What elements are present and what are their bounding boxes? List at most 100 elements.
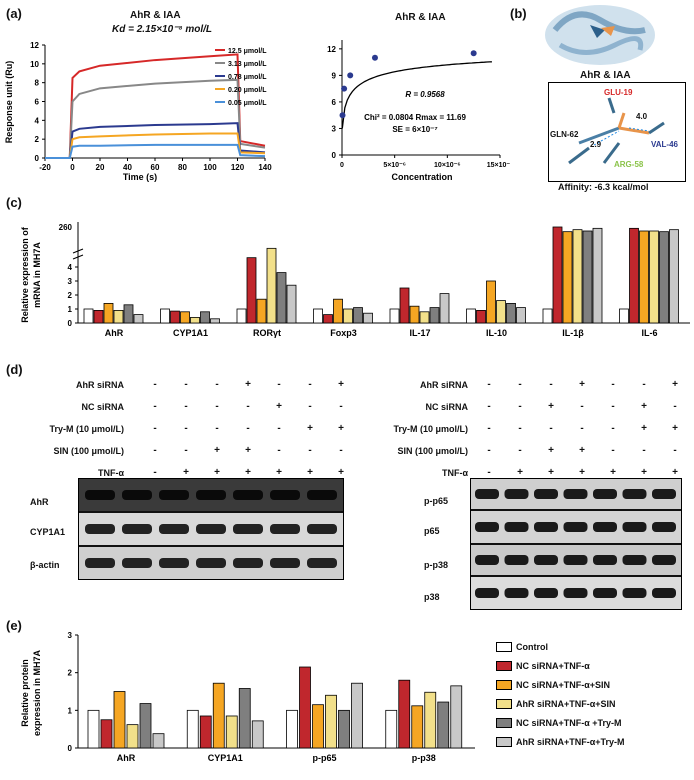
bar [286,284,297,324]
y-axis-label: mRNA in MH7A [32,242,42,308]
tick-label: 15×10⁻⁶ [487,162,510,169]
bar [152,733,165,749]
category-label: AhR [105,328,124,338]
y-axis-label: expression in MH7A [32,649,42,736]
bar [256,298,267,324]
blot-band [196,558,226,568]
spr-title: AhR & IAA [130,10,181,21]
bar [100,719,113,749]
data-point [470,50,477,57]
blot-band [159,490,189,500]
category-label: IL-1β [562,328,584,338]
bar [429,307,440,324]
bar [409,305,420,324]
legend-label: NC siRNA+TNF-α +Try-M [516,718,622,728]
legend-label: NC siRNA+TNF-α [516,661,590,671]
right-condition-label: NC siRNA [425,402,468,412]
legend-item: AhR siRNA+TNF-α+Try-M [496,737,625,747]
fit-se: SE = 6×10⁻⁷ [392,125,437,134]
bar [639,230,649,324]
tick-label: 10 [30,60,39,69]
bar [299,666,311,749]
left-sign: - [184,401,188,412]
legend-item: NC siRNA+TNF-α+SIN [496,680,610,690]
tick-label: 1 [68,305,73,314]
axis-break [72,248,84,254]
blot-band [233,524,263,534]
right-sign: - [487,379,491,390]
bar [199,715,212,749]
right-sign: - [518,445,522,456]
left-sign: - [153,401,157,412]
left-sign: - [184,445,188,456]
left-sign: + [338,423,344,434]
tick-label: 0 [35,154,40,163]
right-sign: + [641,423,647,434]
data-point [371,54,378,61]
legend-swatch [496,680,512,690]
bar [552,226,563,324]
blot-band [563,489,588,499]
y-tick-high: 260 [59,223,73,232]
blot-band [85,524,115,534]
tick-label: 8 [35,79,40,88]
tick-label: 60 [151,163,160,172]
blot-band [307,524,337,534]
spr-series-line [45,143,266,159]
right-sign: - [611,401,615,412]
blot-band [233,490,263,500]
tick-label: 0 [340,162,344,169]
protein-chart: 0 1 2 3 AhR CYP1A1 p-p65 p-p38 Relative protein e… [20,631,475,763]
bar [333,298,343,324]
bar [506,303,516,324]
left-sign: + [276,467,282,478]
bar [629,227,639,324]
bar [411,705,424,749]
blot-band-label: CYP1A1 [30,527,66,537]
right-sign: - [549,423,553,434]
right-condition-label: Try-M (10 μmol/L) [393,424,468,434]
tick-label: 100 [203,163,217,172]
blot-band-label: p-p38 [424,560,449,570]
blot-band [504,489,529,499]
legend-label: Control [516,642,548,652]
blot-band [622,489,647,499]
left-sign: + [338,379,344,390]
y-axis-label: Relative expression of [20,226,30,323]
x-axis-label: Concentration [391,172,452,182]
bar [582,230,593,324]
blot-band [652,522,676,532]
tick-label: -20 [39,163,51,172]
right-sign: - [518,423,522,434]
fit-r: R = 0.9568 [405,90,445,99]
blot-band [563,555,588,565]
bar [338,709,350,749]
right-sign: - [487,401,491,412]
right-sign: + [641,467,647,478]
right-sign: + [610,467,616,478]
tick-label: 1 [68,706,73,715]
right-condition-label: SIN (100 μmol/L) [397,446,468,456]
blot-band [475,489,499,499]
tick-label: 12 [30,41,39,50]
bar [592,227,603,324]
dock-val-label: VAL-46 [651,140,678,149]
bar [516,307,526,324]
blot-band [307,490,337,500]
bar [572,229,583,324]
blot-band [475,588,499,598]
tick-label: 0 [332,151,337,160]
tick-label: 12 [327,45,336,54]
dock-distance-1: 4.0 [636,112,648,121]
left-sign: + [307,467,313,478]
panel-c-label: (c) [6,195,22,210]
right-sign: - [580,401,584,412]
bar [399,287,410,324]
dock-inset [548,82,686,182]
dock-glu-label: GLU-19 [604,88,633,97]
bar [649,230,659,324]
left-sign: - [153,423,157,434]
blot-band-label: AhR [30,497,49,507]
bar [251,720,264,749]
blot-band [122,490,152,500]
